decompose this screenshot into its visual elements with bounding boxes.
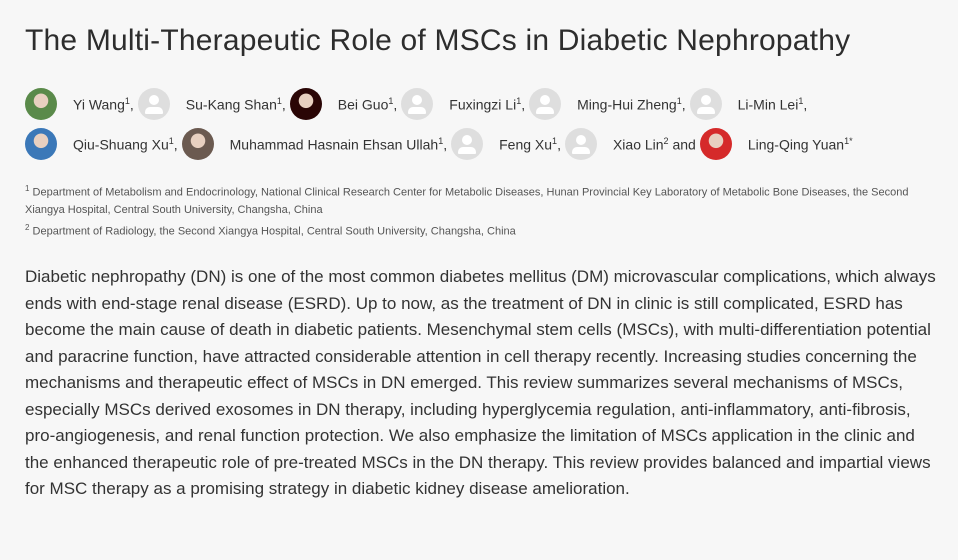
default-avatar-icon[interactable] xyxy=(451,128,484,160)
author[interactable]: Muhammad Hasnain Ehsan Ullah1, xyxy=(181,128,448,160)
author-name[interactable]: Bei Guo1, xyxy=(337,95,398,113)
author-name[interactable]: Xiao Lin2 and xyxy=(612,135,696,153)
author[interactable]: Li-Min Lei1, xyxy=(689,88,808,120)
author-list: Yi Wang1, Su-Kang Shan1, Bei Guo1, Fuxingzi… xyxy=(25,84,933,164)
author-name[interactable]: Fuxingzi Li1, xyxy=(449,95,526,113)
author-name[interactable]: Ming-Hui Zheng1, xyxy=(577,95,686,113)
author[interactable]: Ming-Hui Zheng1, xyxy=(529,88,686,120)
author-avatar[interactable] xyxy=(25,88,57,120)
author-avatar[interactable] xyxy=(289,88,322,120)
author-avatar[interactable] xyxy=(699,128,732,160)
affiliation-1: 1 Department of Metabolism and Endocrino… xyxy=(25,184,909,216)
author[interactable]: Ling-Qing Yuan1* xyxy=(699,128,853,160)
author[interactable]: Qiu-Shuang Xu1, xyxy=(25,128,178,160)
author[interactable]: Fuxingzi Li1, xyxy=(401,88,525,120)
author-name[interactable]: Yi Wang1, xyxy=(73,95,134,113)
author-name[interactable]: Su-Kang Shan1, xyxy=(185,95,286,113)
author-name[interactable]: Feng Xu1, xyxy=(499,135,561,153)
author-name[interactable]: Ling-Qing Yuan1* xyxy=(747,135,853,153)
default-avatar-icon[interactable] xyxy=(564,128,597,160)
author-row: Yi Wang1, Su-Kang Shan1, Bei Guo1, Fuxingzi… xyxy=(25,84,933,124)
author-name[interactable]: Qiu-Shuang Xu1, xyxy=(73,135,178,153)
default-avatar-icon[interactable] xyxy=(137,88,170,120)
affiliations: 1 Department of Metabolism and Endocrino… xyxy=(25,180,933,240)
default-avatar-icon[interactable] xyxy=(529,88,562,120)
affiliation-2: 2 Department of Radiology, the Second Xi… xyxy=(25,222,516,238)
author[interactable]: Su-Kang Shan1, xyxy=(137,88,286,120)
author-avatar[interactable] xyxy=(181,128,214,160)
author[interactable]: Xiao Lin2 and xyxy=(564,128,696,160)
default-avatar-icon[interactable] xyxy=(689,88,722,120)
author[interactable]: Feng Xu1, xyxy=(451,128,561,160)
author-name[interactable]: Muhammad Hasnain Ehsan Ullah1, xyxy=(229,135,448,153)
article-title: The Multi-Therapeutic Role of MSCs in Di… xyxy=(25,24,851,57)
abstract: Diabetic nephropathy (DN) is one of the … xyxy=(25,267,936,499)
author[interactable]: Bei Guo1, xyxy=(289,88,398,120)
author-name[interactable]: Li-Min Lei1, xyxy=(737,95,808,113)
default-avatar-icon[interactable] xyxy=(401,88,434,120)
author-row: Qiu-Shuang Xu1, Muhammad Hasnain Ehsan Ul… xyxy=(25,124,933,164)
author[interactable]: Yi Wang1, xyxy=(25,88,134,120)
author-avatar[interactable] xyxy=(25,128,57,160)
